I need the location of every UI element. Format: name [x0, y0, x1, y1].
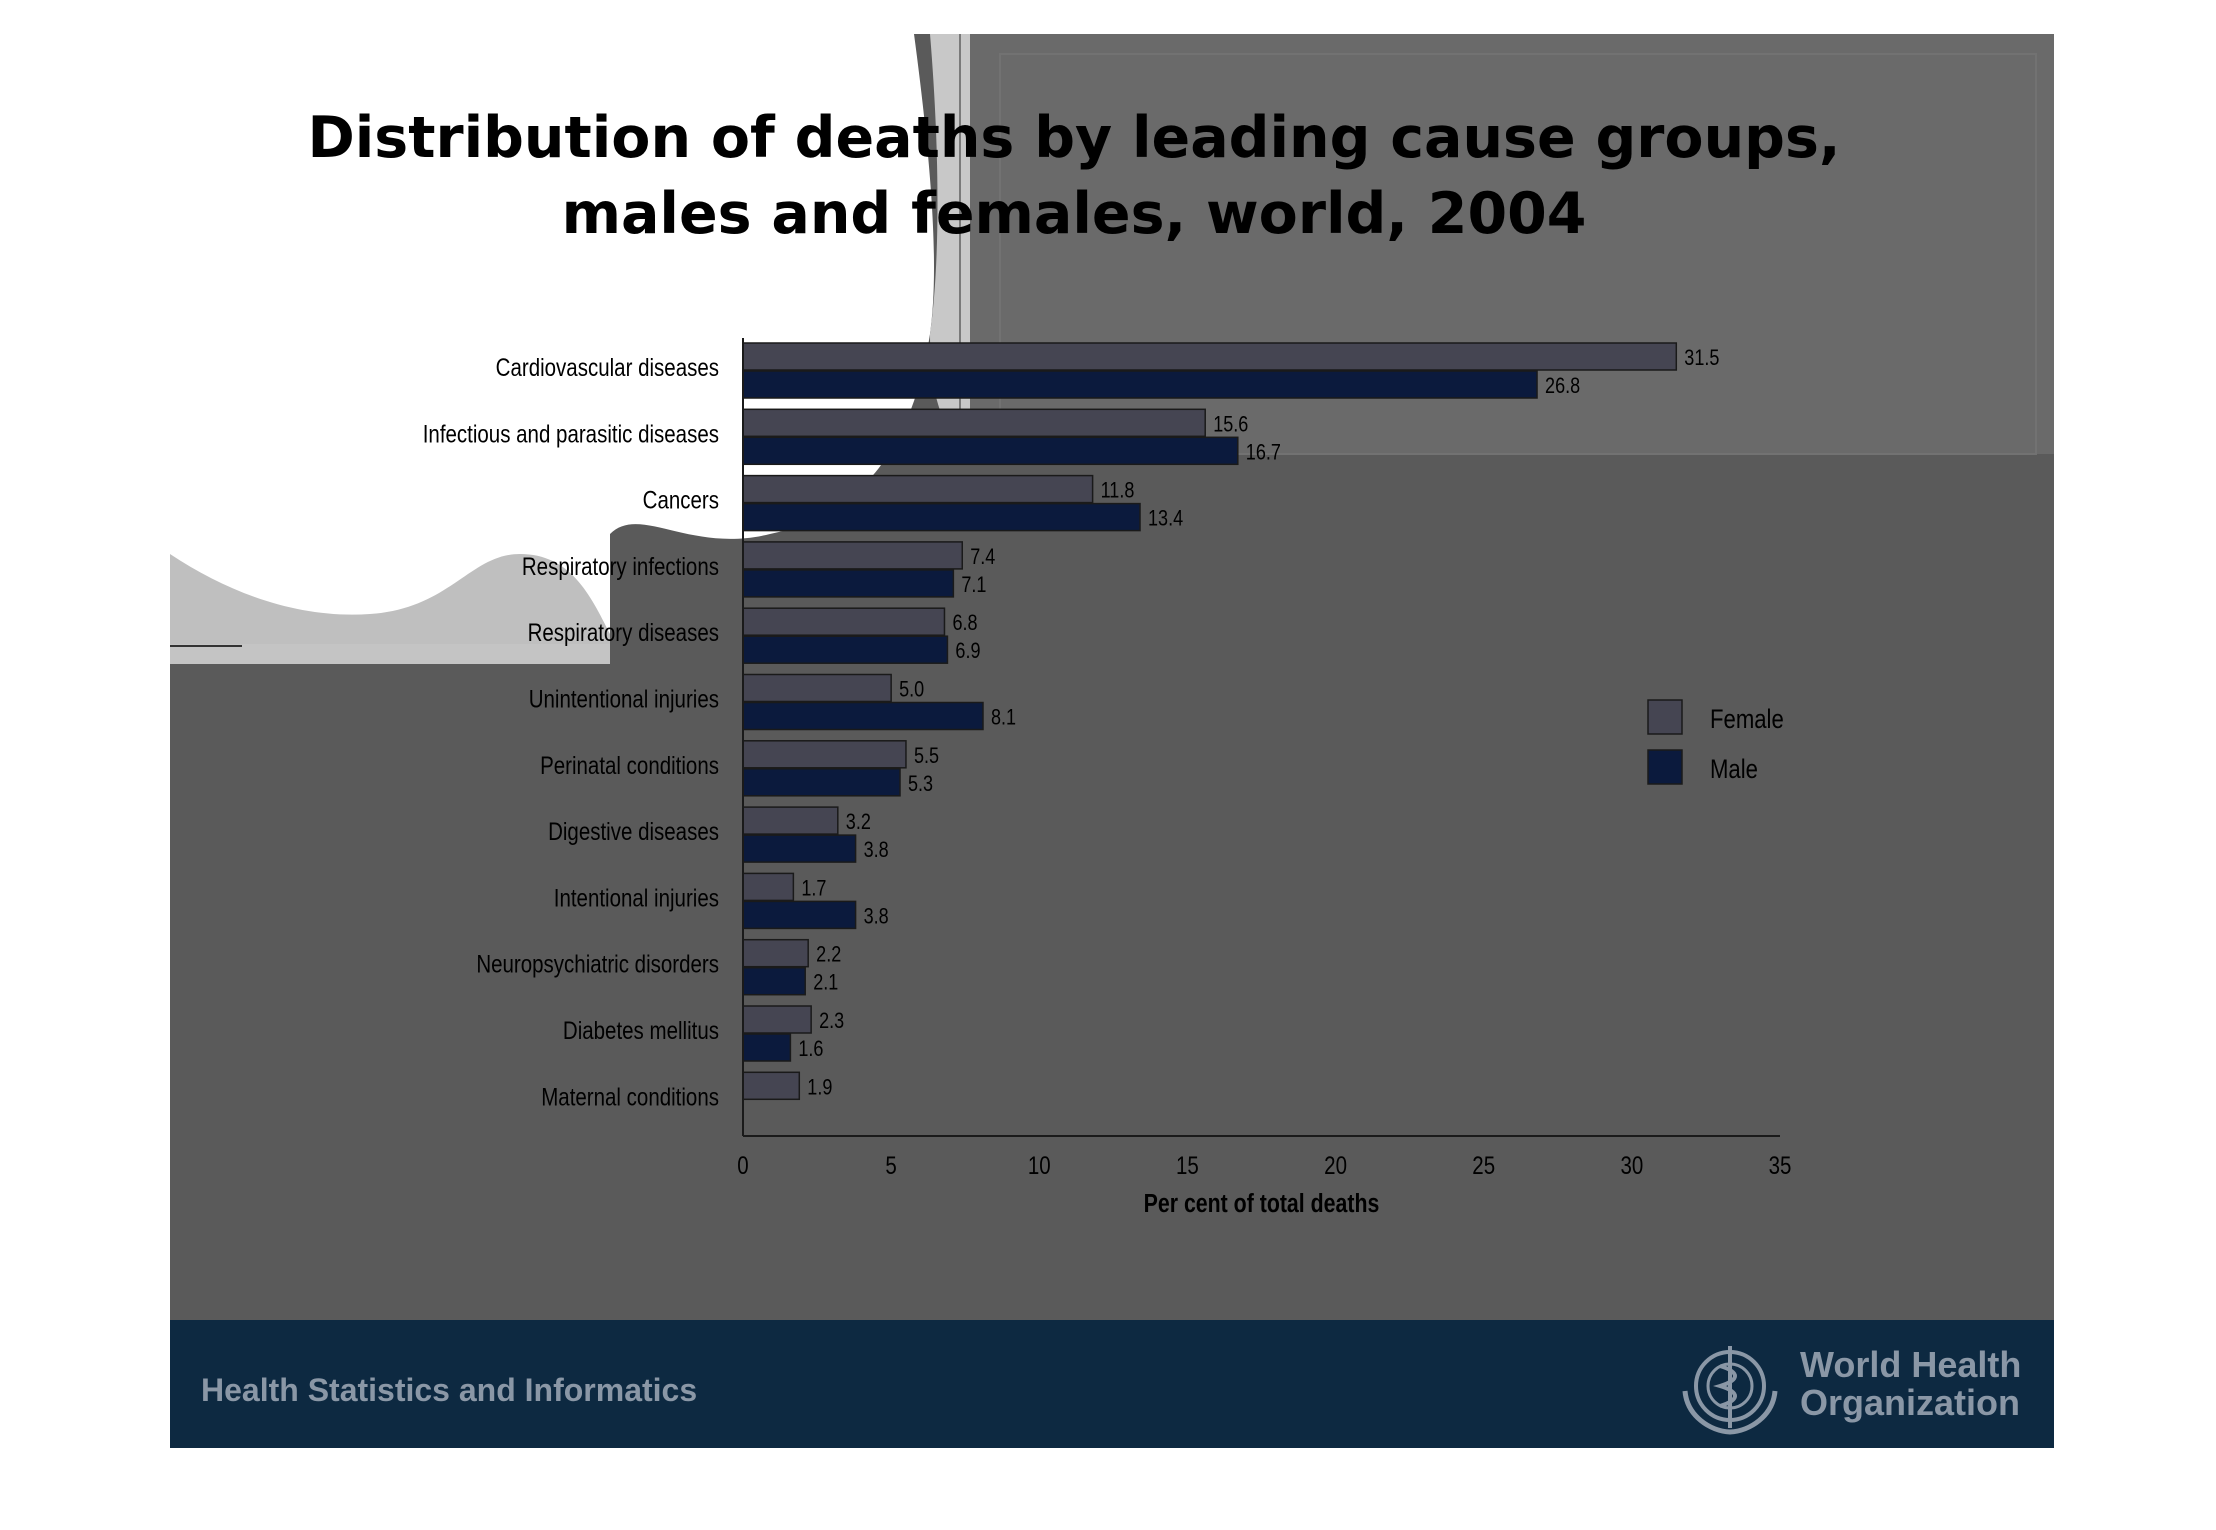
- chart-title-line2: males and females, world, 2004: [561, 181, 1587, 247]
- x-tick-label: 0: [737, 1151, 748, 1179]
- category-label: Respiratory infections: [522, 552, 719, 580]
- male-bar: [742, 436, 1239, 466]
- grey-curve-shape: [170, 554, 610, 664]
- male-bar: [742, 1033, 792, 1062]
- category-label: Unintentional injuries: [529, 685, 719, 713]
- data-label: 2.2: [816, 943, 841, 967]
- category-label: Cardiovascular diseases: [496, 353, 719, 381]
- legend-swatch-male: [1647, 749, 1683, 785]
- x-tick-label: 10: [1028, 1151, 1051, 1179]
- female-bar: [742, 408, 1206, 438]
- data-label: 8.1: [991, 706, 1016, 730]
- footer-bar: Health Statistics and Informatics World …: [170, 1320, 2054, 1448]
- x-tick-label: 20: [1324, 1151, 1347, 1179]
- grey-strip: [170, 644, 610, 664]
- female-bar: [742, 938, 809, 968]
- who-emblem-icon: [1682, 1346, 1778, 1435]
- male-bar: [742, 569, 955, 598]
- category-label: Maternal conditions: [541, 1082, 719, 1110]
- data-label: 13.4: [1148, 507, 1183, 531]
- data-label: 6.9: [955, 640, 980, 664]
- female-bar: [742, 740, 907, 769]
- female-bar: [742, 342, 1678, 371]
- female-bar: [742, 1071, 801, 1101]
- legend-swatch-female: [1647, 699, 1683, 735]
- legend-label-male: Male: [1710, 755, 1758, 785]
- bar-chart: Cardiovascular diseases 31.5 26.8 Infectiou…: [423, 338, 1792, 1219]
- data-label: 31.5: [1684, 346, 1719, 370]
- female-bar: [742, 673, 892, 703]
- male-bar: [742, 768, 901, 797]
- x-tick-label: 5: [885, 1151, 896, 1179]
- data-label: 6.8: [952, 612, 977, 636]
- female-bar: [742, 806, 839, 835]
- data-label: 3.8: [864, 905, 889, 929]
- decor-frame: [999, 53, 2037, 455]
- chart-title: Distribution of deaths by leading cause …: [170, 100, 1978, 252]
- x-tick-label: 25: [1472, 1151, 1495, 1179]
- x-tick-label: 35: [1769, 1151, 1792, 1179]
- data-label: 2.3: [819, 1009, 844, 1033]
- female-bar: [742, 1005, 812, 1034]
- who-name-line1: World Health: [1800, 1344, 2022, 1385]
- category-label: Digestive diseases: [548, 817, 719, 845]
- data-label: 26.8: [1545, 374, 1580, 398]
- category-label: Intentional injuries: [554, 883, 719, 911]
- category-label: Cancers: [643, 486, 719, 514]
- data-label: 3.8: [864, 839, 889, 863]
- data-label: 5.3: [908, 772, 933, 796]
- category-label: Respiratory diseases: [528, 618, 719, 646]
- slide: Distribution of deaths by leading cause …: [170, 34, 2054, 1448]
- legend-label-female: Female: [1710, 705, 1784, 735]
- who-name-line2: Organization: [1800, 1382, 2021, 1423]
- data-label: 2.1: [813, 971, 838, 995]
- x-tick-label: 15: [1176, 1151, 1199, 1179]
- male-bar: [742, 966, 806, 996]
- data-label: 11.8: [1101, 479, 1135, 503]
- data-label: 5.0: [899, 678, 924, 702]
- male-bar: [742, 701, 984, 731]
- female-bar: [742, 607, 946, 636]
- male-bar: [742, 502, 1141, 532]
- data-label: 1.9: [807, 1076, 832, 1100]
- female-bar: [742, 541, 964, 570]
- female-bar: [742, 474, 1094, 504]
- female-bar: [742, 872, 795, 902]
- data-label: 5.5: [914, 744, 939, 768]
- male-bar: [742, 635, 949, 664]
- data-label: 16.7: [1246, 441, 1281, 465]
- data-label: 7.1: [961, 573, 986, 597]
- data-label: 1.6: [798, 1037, 823, 1061]
- x-axis-title: Per cent of total deaths: [1144, 1189, 1380, 1219]
- category-label: Perinatal conditions: [540, 751, 719, 779]
- category-label: Neuropsychiatric disorders: [476, 950, 719, 978]
- data-label: 15.6: [1213, 413, 1248, 437]
- category-label: Infectious and parasitic diseases: [423, 419, 719, 447]
- male-bar: [742, 834, 857, 863]
- who-name: World Health Organization: [1800, 1346, 2021, 1422]
- male-bar: [742, 900, 857, 930]
- category-label: Diabetes mellitus: [563, 1016, 719, 1044]
- male-bar: [742, 370, 1538, 399]
- chart-title-line1: Distribution of deaths by leading cause …: [307, 105, 1841, 171]
- data-label: 1.7: [801, 877, 826, 901]
- data-label: 7.4: [970, 545, 995, 569]
- footer-title: Health Statistics and Informatics: [201, 1372, 698, 1408]
- data-label: 3.2: [846, 811, 871, 835]
- x-tick-label: 30: [1620, 1151, 1643, 1179]
